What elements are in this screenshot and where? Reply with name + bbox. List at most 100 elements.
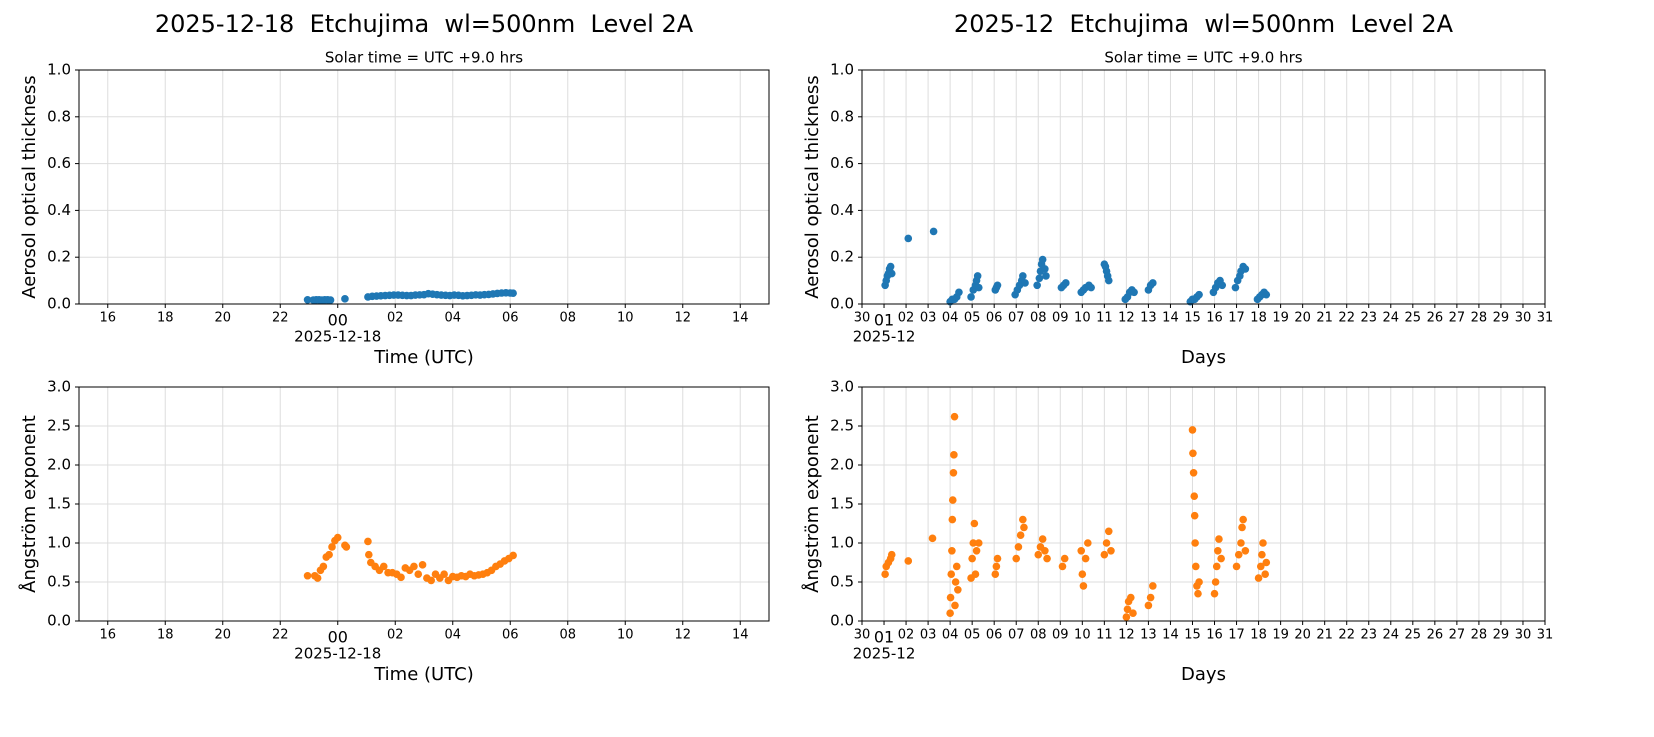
x-tick-label: 18 — [1250, 628, 1267, 643]
x-tick-label: 22 — [272, 311, 289, 326]
data-point — [1239, 515, 1247, 524]
y-axis-label: Ångström exponent — [18, 415, 40, 593]
x-tick-label: 05 — [964, 628, 981, 643]
data-point — [948, 547, 956, 555]
data-point — [1058, 562, 1067, 571]
x-tick-label: 00 — [328, 628, 348, 647]
data-point — [992, 562, 1001, 571]
data-point — [1217, 554, 1225, 563]
x-tick-label: 16 — [1206, 311, 1223, 326]
data-point — [326, 296, 335, 304]
x-tick-label: 12 — [1118, 311, 1135, 326]
x-tick-label: 26 — [1427, 311, 1444, 326]
data-point — [1191, 539, 1199, 547]
x-tick-label: 00 — [328, 311, 348, 330]
data-point — [1014, 543, 1023, 551]
axes-frame — [861, 386, 1546, 622]
x-tick-label: 31 — [1537, 628, 1554, 643]
data-point — [410, 562, 418, 571]
x-tick-label: 14 — [732, 628, 749, 643]
y-tick-label: 0.4 — [47, 201, 71, 219]
data-point — [1195, 578, 1203, 586]
x-tick-label: 12 — [1118, 628, 1135, 643]
data-point — [303, 571, 312, 580]
data-point — [991, 570, 1000, 578]
x-tick-label: 16 — [99, 311, 116, 326]
x-axis-label: Time (UTC) — [373, 664, 474, 685]
data-point — [1241, 265, 1250, 273]
data-point — [1212, 562, 1221, 571]
x-tick-label: 12 — [674, 628, 691, 643]
data-point — [418, 561, 427, 569]
data-point — [1190, 511, 1199, 520]
data-point — [1019, 272, 1027, 280]
x-tick-label: 17 — [1228, 311, 1245, 326]
x-tick-label: 04 — [444, 311, 461, 326]
x-tick-label: 08 — [559, 311, 576, 326]
x-tick-label: 02 — [387, 311, 404, 326]
y-tick-label: 0.6 — [47, 154, 71, 172]
x-tick-label: 24 — [1383, 628, 1400, 643]
data-point — [946, 609, 954, 617]
y-tick-label: 0.0 — [830, 295, 854, 313]
x-tick-label: 10 — [1074, 311, 1091, 326]
x-tick-label: 08 — [559, 628, 576, 643]
axes-frame — [78, 386, 770, 622]
x-tick-label: 07 — [1008, 628, 1025, 643]
data-point — [951, 601, 959, 610]
data-point — [1144, 601, 1153, 610]
x-tick-label: 18 — [157, 311, 174, 326]
x-tick-label: 16 — [99, 628, 116, 643]
data-point — [904, 234, 913, 243]
x-tick-label: 29 — [1493, 311, 1510, 326]
x-tick-label: 02 — [387, 628, 404, 643]
data-point — [973, 272, 982, 280]
data-point — [1021, 279, 1029, 287]
data-point — [1211, 578, 1220, 586]
data-point — [414, 570, 423, 578]
data-point — [440, 570, 448, 578]
data-point — [1231, 283, 1240, 292]
x-tick-label: 04 — [444, 628, 461, 643]
data-point — [1019, 515, 1027, 524]
x-tick-label: 04 — [942, 311, 959, 326]
data-point — [328, 543, 336, 551]
x-tick-label: 10 — [617, 311, 634, 326]
data-point — [1041, 547, 1049, 555]
data-point — [887, 550, 896, 559]
x-tick-label: 19 — [1272, 628, 1289, 643]
data-point — [1130, 288, 1138, 297]
x-tick-label: 07 — [1008, 311, 1025, 326]
data-point — [955, 288, 963, 297]
x-tick-label: 03 — [920, 311, 937, 326]
chart-title: 2025-12 Etchujima wl=500nm Level 2A — [954, 10, 1454, 38]
x-tick-label: 11 — [1096, 628, 1113, 643]
y-tick-label: 3.0 — [830, 378, 854, 396]
data-point — [1149, 279, 1157, 287]
data-point — [1077, 547, 1086, 555]
x-tick-label: 14 — [1162, 311, 1179, 326]
data-point — [1087, 283, 1095, 292]
data-point — [1043, 554, 1051, 563]
x-tick-label: 05 — [964, 311, 981, 326]
data-point — [967, 293, 975, 301]
x-tick-label: 28 — [1471, 311, 1488, 326]
data-point — [1038, 255, 1047, 264]
x-tick-label: 21 — [1316, 311, 1333, 326]
data-point — [509, 289, 517, 298]
y-tick-label: 0.5 — [830, 573, 854, 591]
y-axis-label: Ångström exponent — [801, 415, 823, 593]
data-point — [1262, 290, 1271, 299]
y-tick-label: 2.5 — [47, 417, 71, 435]
x-tick-label: 20 — [1294, 628, 1311, 643]
y-tick-label: 0.0 — [47, 295, 71, 313]
data-point — [342, 543, 351, 551]
x-tick-label: 23 — [1360, 628, 1377, 643]
y-tick-label: 0.4 — [830, 201, 854, 219]
data-point — [969, 539, 978, 547]
data-point — [1210, 589, 1219, 598]
data-point — [1189, 449, 1197, 458]
data-point — [929, 227, 938, 236]
x-tick-label: 08 — [1030, 628, 1047, 643]
